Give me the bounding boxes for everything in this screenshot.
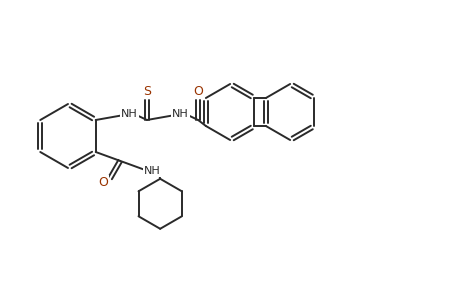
Text: NH: NH [144,166,161,176]
Text: S: S [143,85,151,97]
Text: NH: NH [121,110,138,120]
Text: NH: NH [172,110,189,120]
Text: O: O [193,85,203,97]
Text: O: O [98,176,108,189]
